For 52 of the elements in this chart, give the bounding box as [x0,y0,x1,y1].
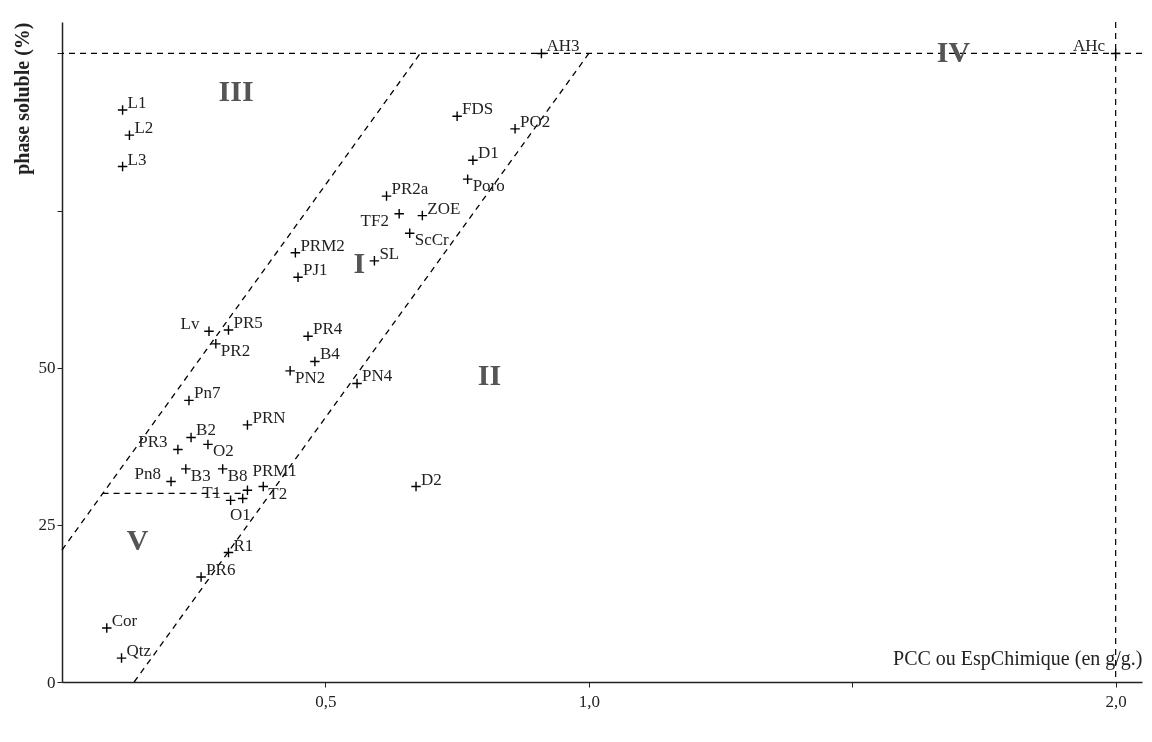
annotation: L2 [134,118,154,138]
annotation: D1 [477,143,499,163]
annotation: PR2 [220,340,251,360]
annotation: Cor [111,610,138,630]
annotation: PR5 [233,313,263,332]
x-axis-title: PCC ou EspChimique (en g/g.) [893,646,1143,670]
annotation: AH3 [546,36,580,56]
annotation: Pn7 [193,383,221,403]
x-tick-label: 2,0 [1105,691,1127,711]
annotation: B4 [319,344,341,364]
annotation: III [218,74,254,108]
annotation: Lv [180,314,200,334]
y-tick-label: 50 [38,358,56,378]
annotation: PN4 [362,366,393,386]
annotation: PN2 [295,367,326,387]
annotation: PO2 [520,111,551,131]
annotation: R1 [233,535,254,555]
annotation: TF2 [360,210,389,230]
annotation: II [477,358,502,391]
annotation: SL [379,243,400,263]
annotation: T2 [268,483,288,503]
annotation: PR4 [313,319,343,339]
y-tick-label: 25 [38,515,56,535]
y-axis-title: phase soluble (%) [10,22,34,175]
annotation: O1 [229,505,251,525]
annotation: PRM2 [300,235,345,255]
annotation: ZOE [427,198,461,218]
annotation: PR2a [391,179,429,199]
x-tick-label: 0,5 [315,691,337,711]
annotation: PRM1 [252,461,297,481]
annotation: Poro [472,176,505,196]
annotation: PRN [252,407,286,427]
annotation: D2 [421,469,442,489]
annotation: PR6 [206,560,236,580]
annotation: PJ1 [303,260,328,280]
annotation: B3 [190,465,211,485]
annotation: ScCr [414,230,450,250]
annotation: L3 [127,149,147,169]
annotation: L1 [127,93,147,112]
annotation: PR3 [138,432,168,452]
annotation: Pn8 [134,464,161,484]
annotation: B8 [227,465,248,485]
annotation: Qtz [126,641,152,661]
x-tick-label: 1,0 [578,691,600,711]
annotation: AHc [1072,36,1106,56]
annotation: V [126,523,149,556]
annotation: I [353,245,366,279]
annotation: FDS [462,99,494,119]
annotation: IV [936,34,971,68]
y-tick-label: 0 [47,672,56,692]
annotation: O2 [212,441,234,461]
annotation: B2 [196,420,216,440]
